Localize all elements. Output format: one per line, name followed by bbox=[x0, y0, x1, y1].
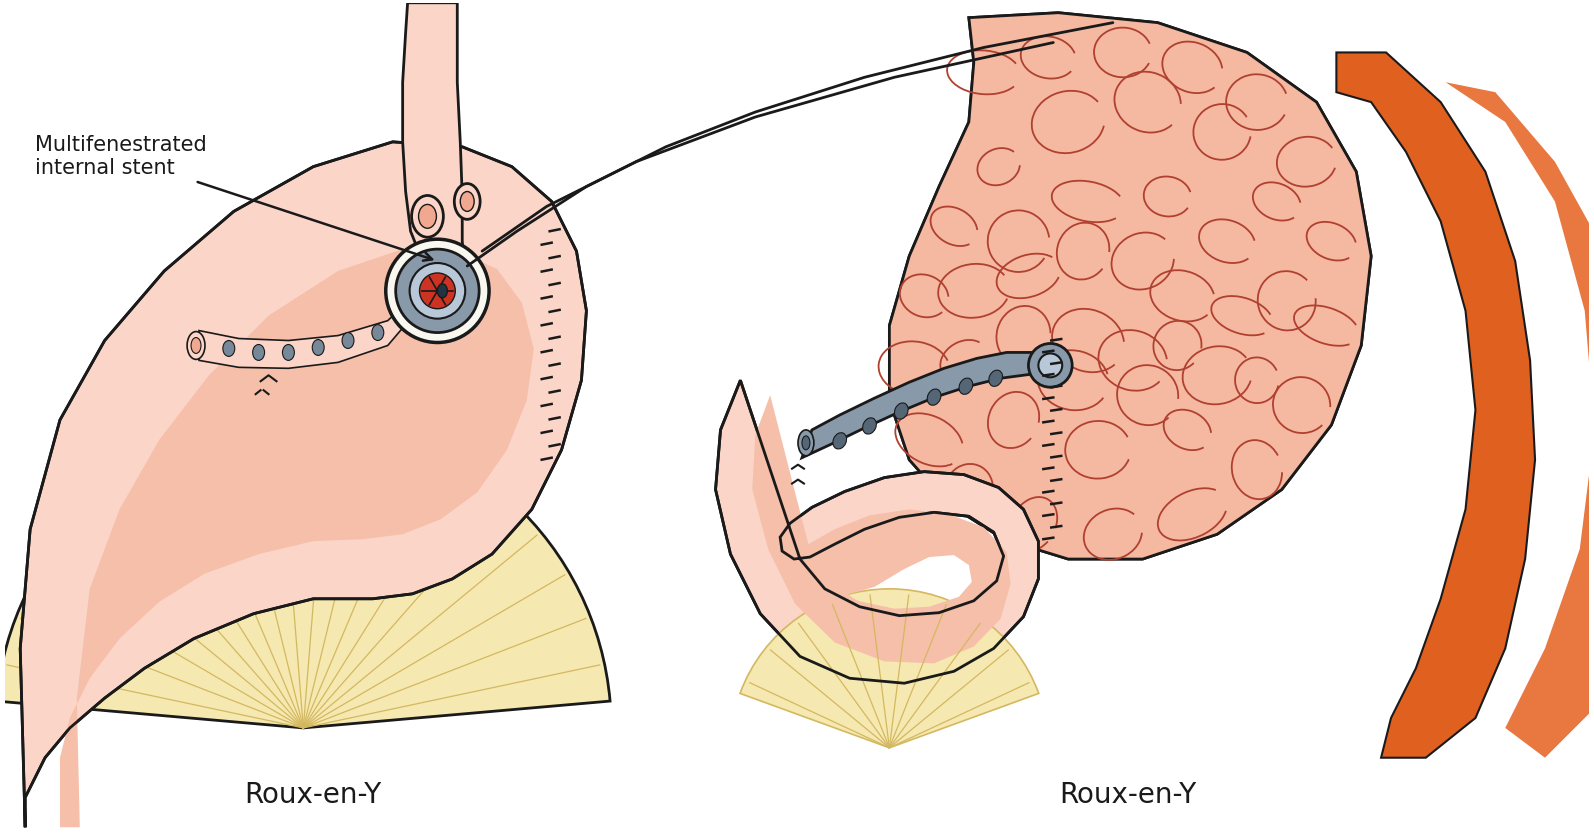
Text: Multifenestrated
internal stent: Multifenestrated internal stent bbox=[35, 135, 432, 261]
Ellipse shape bbox=[191, 338, 201, 354]
Ellipse shape bbox=[988, 370, 1003, 386]
Ellipse shape bbox=[802, 436, 810, 450]
Ellipse shape bbox=[186, 332, 206, 359]
Ellipse shape bbox=[282, 344, 295, 360]
Polygon shape bbox=[1336, 53, 1535, 758]
Polygon shape bbox=[802, 353, 1049, 458]
Ellipse shape bbox=[343, 333, 354, 349]
Ellipse shape bbox=[960, 378, 972, 394]
Wedge shape bbox=[740, 589, 1039, 748]
Ellipse shape bbox=[253, 344, 265, 360]
Ellipse shape bbox=[461, 192, 473, 211]
Polygon shape bbox=[21, 142, 587, 827]
Polygon shape bbox=[889, 13, 1371, 559]
Ellipse shape bbox=[437, 284, 448, 298]
Polygon shape bbox=[1446, 83, 1594, 758]
Text: Roux-en-Y: Roux-en-Y bbox=[1058, 781, 1197, 810]
Polygon shape bbox=[61, 249, 534, 827]
Ellipse shape bbox=[454, 183, 480, 219]
Ellipse shape bbox=[928, 389, 940, 405]
Circle shape bbox=[386, 239, 489, 343]
Ellipse shape bbox=[411, 195, 443, 237]
Circle shape bbox=[1028, 344, 1073, 387]
Circle shape bbox=[419, 273, 456, 309]
Polygon shape bbox=[199, 283, 427, 369]
Circle shape bbox=[1038, 354, 1062, 377]
Polygon shape bbox=[752, 395, 1011, 663]
Polygon shape bbox=[716, 380, 1038, 683]
Polygon shape bbox=[403, 3, 467, 271]
Ellipse shape bbox=[223, 340, 234, 356]
Circle shape bbox=[410, 263, 465, 319]
Ellipse shape bbox=[371, 324, 384, 340]
Circle shape bbox=[395, 249, 480, 333]
Ellipse shape bbox=[862, 418, 877, 434]
Text: Roux-en-Y: Roux-en-Y bbox=[244, 781, 383, 810]
Ellipse shape bbox=[894, 403, 909, 420]
Ellipse shape bbox=[312, 339, 324, 355]
Wedge shape bbox=[0, 420, 611, 728]
Ellipse shape bbox=[419, 204, 437, 229]
Polygon shape bbox=[889, 13, 1371, 559]
Ellipse shape bbox=[799, 430, 815, 455]
Ellipse shape bbox=[832, 433, 846, 449]
